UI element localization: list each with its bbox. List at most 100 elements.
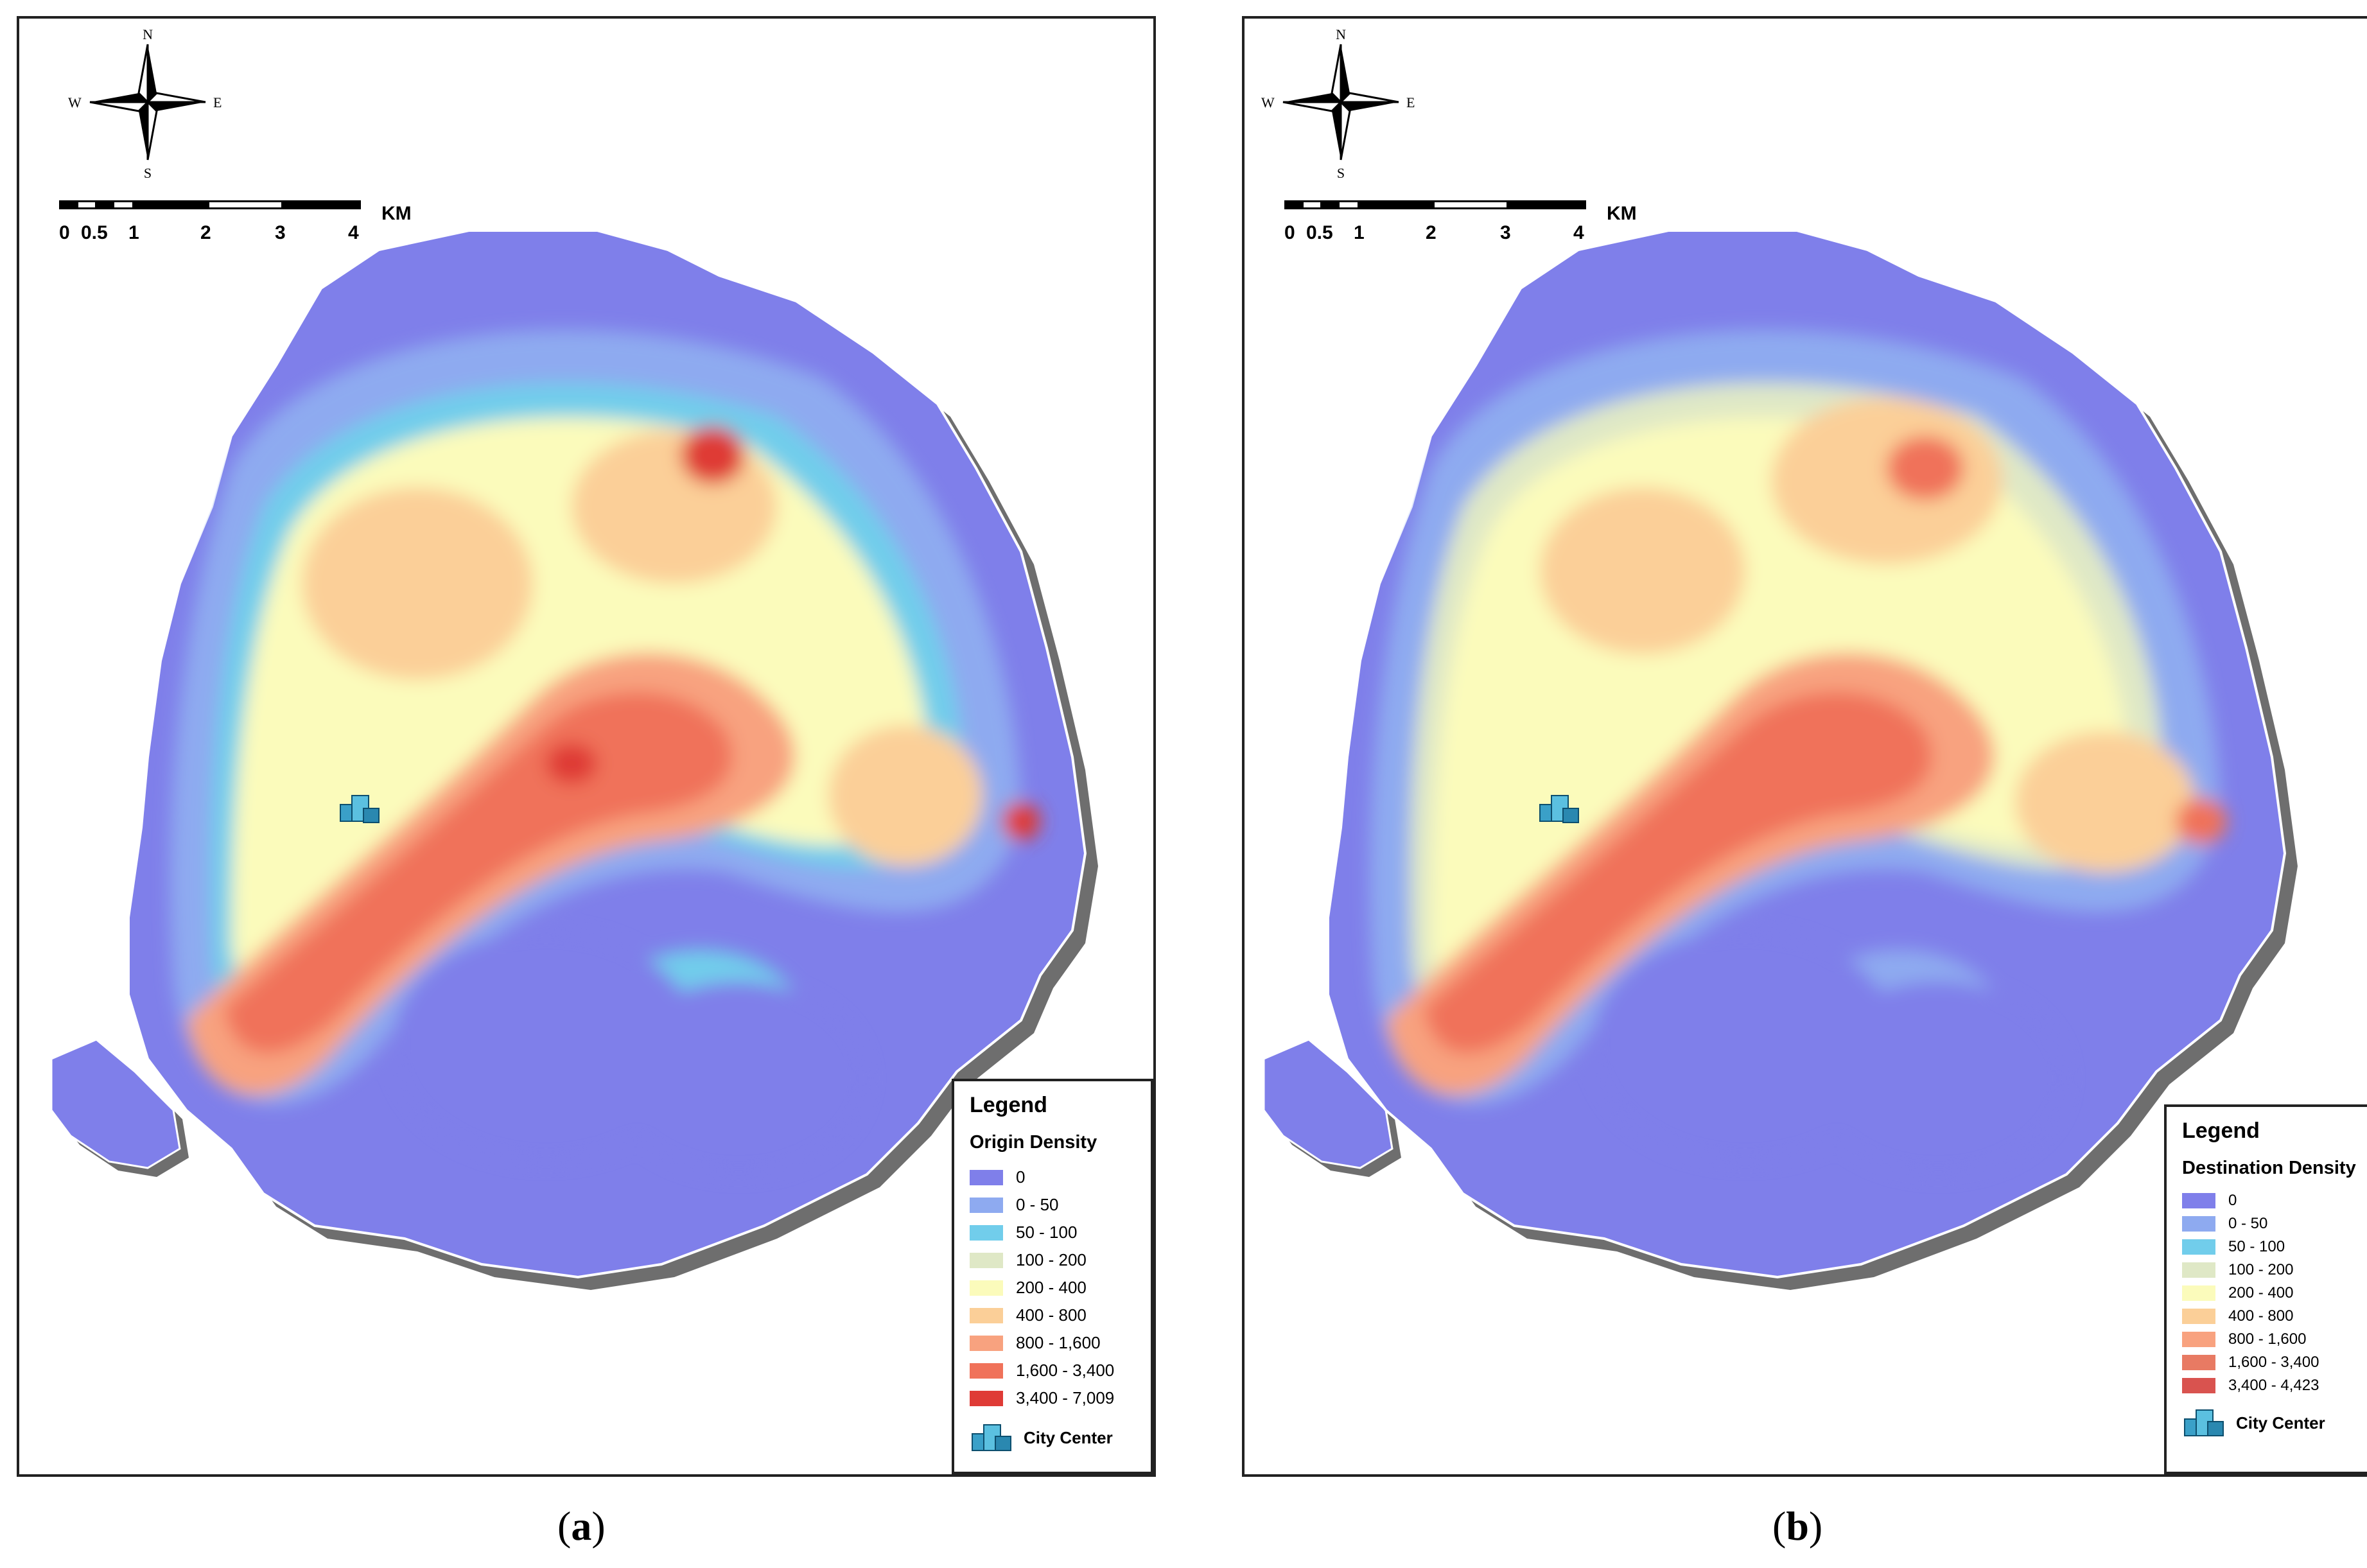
legend-row: 100 - 200 <box>970 1246 1135 1274</box>
compass-w: W <box>1261 94 1275 110</box>
map-canvas: N S E W 0 0.5 1 2 3 4 KM <box>50 26 1098 1290</box>
legend-row: 1,600 - 3,400 <box>970 1357 1135 1384</box>
legend-swatch <box>2182 1309 2215 1324</box>
legend-label: 800 - 1,600 <box>2228 1330 2307 1348</box>
legend-swatch <box>2182 1355 2215 1370</box>
legend-label: 0 - 50 <box>2228 1215 2268 1232</box>
map-canvas: N S E W 0 0.5 1 2 3 4 KM <box>1261 26 2298 1290</box>
scale-tick: 4 <box>1573 222 1584 243</box>
legend-label: 0 <box>1016 1167 1026 1187</box>
legend-label: 3,400 - 7,009 <box>1016 1388 1115 1407</box>
legend-swatch <box>2182 1239 2215 1255</box>
scale-bar: 0 0.5 1 2 3 4 KM <box>1284 200 1637 243</box>
island-region <box>1262 1038 1393 1169</box>
scale-tick: 2 <box>1426 222 1437 243</box>
legend-row: 800 - 1,600 <box>970 1329 1135 1357</box>
legend-title: Legend <box>2182 1119 2260 1143</box>
legend-row: 400 - 800 <box>2182 1305 2361 1328</box>
legend-swatch <box>970 1307 1003 1323</box>
compass-w: W <box>68 94 82 110</box>
city-center-icon <box>2184 1409 2224 1436</box>
scale-tick: 3 <box>1500 222 1511 243</box>
legend-swatch <box>2182 1262 2215 1278</box>
map-panel-origin: N S E W 0 0.5 1 2 3 4 KM <box>17 16 1156 1477</box>
compass-e: E <box>213 94 222 110</box>
legend-swatch <box>970 1390 1003 1406</box>
legend-label: 3,400 - 4,423 <box>2228 1377 2319 1394</box>
scale-tick: 0 <box>1284 222 1295 243</box>
scale-bar: 0 0.5 1 2 3 4 KM <box>59 200 412 243</box>
legend-swatch <box>970 1252 1003 1268</box>
legend-swatch <box>970 1280 1003 1296</box>
city-center-label: City Center <box>2236 1413 2325 1433</box>
legend-swatch <box>970 1224 1003 1241</box>
legend-label: 100 - 200 <box>1016 1250 1087 1269</box>
legend-label: 50 - 100 <box>2228 1238 2285 1255</box>
legend-label: 400 - 800 <box>2228 1307 2294 1325</box>
density-surface <box>1369 329 2227 1174</box>
legend-city-center: City Center <box>970 1422 1135 1453</box>
legend-swatch <box>970 1169 1003 1185</box>
legend-label: 400 - 800 <box>1016 1305 1087 1325</box>
compass-rose: N S E W <box>1261 26 1415 181</box>
legend-swatch <box>970 1197 1003 1213</box>
legend-swatch <box>970 1363 1003 1379</box>
legend-label: 0 - 50 <box>1016 1195 1059 1214</box>
legend-row: 0 <box>970 1163 1135 1191</box>
legend-label: 1,600 - 3,400 <box>2228 1354 2319 1371</box>
compass-rose: N S E W <box>68 26 222 181</box>
scale-tick: 4 <box>348 222 359 243</box>
city-center-icon <box>972 1424 1011 1451</box>
legend-swatch <box>2182 1216 2215 1232</box>
legend-swatch <box>2182 1193 2215 1208</box>
legend-label: 1,600 - 3,400 <box>1016 1361 1115 1380</box>
legend-row: 3,400 - 4,423 <box>2182 1374 2361 1397</box>
scale-tick: 1 <box>1354 222 1365 243</box>
legend-label: 50 - 100 <box>1016 1223 1078 1242</box>
map-panel-destination: N S E W 0 0.5 1 2 3 4 KM <box>1242 16 2367 1477</box>
legend-label: 800 - 1,600 <box>1016 1333 1101 1352</box>
city-center-marker <box>1539 795 1579 823</box>
legend-row: 200 - 400 <box>970 1274 1135 1302</box>
legend-label: 0 <box>2228 1192 2237 1209</box>
city-center-marker <box>340 795 380 823</box>
legend-box: Legend Destination Density 0 0 - 50 50 -… <box>2164 1104 2367 1474</box>
legend-swatch <box>970 1335 1003 1351</box>
legend-row: 200 - 400 <box>2182 1282 2361 1305</box>
legend-box: Legend Origin Density 0 0 - 50 50 - 100 … <box>952 1079 1153 1474</box>
legend-row: 50 - 100 <box>2182 1235 2361 1259</box>
legend-swatch <box>2182 1332 2215 1347</box>
scale-tick: 0 <box>59 222 70 243</box>
scale-tick: 0.5 <box>1306 222 1333 243</box>
compass-s: S <box>144 165 152 181</box>
caption-b: (b) <box>1772 1503 1823 1549</box>
compass-n: N <box>143 26 153 42</box>
legend-row: 50 - 100 <box>970 1219 1135 1246</box>
legend-row: 0 - 50 <box>970 1191 1135 1219</box>
legend-row: 800 - 1,600 <box>2182 1328 2361 1351</box>
legend-row: 400 - 800 <box>970 1302 1135 1329</box>
legend-row: 0 - 50 <box>2182 1212 2361 1235</box>
legend-row: 100 - 200 <box>2182 1259 2361 1282</box>
city-center-label: City Center <box>1024 1427 1113 1447</box>
legend-label: 200 - 400 <box>2228 1284 2294 1302</box>
caption-letter: b <box>1786 1503 1809 1549</box>
legend-subtitle: Origin Density <box>970 1132 1097 1153</box>
scale-tick: 2 <box>200 222 211 243</box>
density-surface <box>170 329 1040 1174</box>
compass-s: S <box>1337 165 1345 181</box>
compass-e: E <box>1406 94 1415 110</box>
scale-unit: KM <box>381 203 412 224</box>
legend-title: Legend <box>970 1093 1047 1117</box>
legend-row: 0 <box>2182 1189 2361 1212</box>
scale-tick: 1 <box>128 222 139 243</box>
compass-n: N <box>1336 26 1346 42</box>
legend-row: 1,600 - 3,400 <box>2182 1351 2361 1374</box>
island-region <box>50 1038 181 1169</box>
legend-label: 100 - 200 <box>2228 1261 2294 1278</box>
legend-row: 3,400 - 7,009 <box>970 1384 1135 1412</box>
legend-label: 200 - 400 <box>1016 1278 1087 1297</box>
scale-unit: KM <box>1607 203 1637 224</box>
legend-swatch <box>2182 1285 2215 1301</box>
caption-letter: a <box>571 1503 592 1549</box>
